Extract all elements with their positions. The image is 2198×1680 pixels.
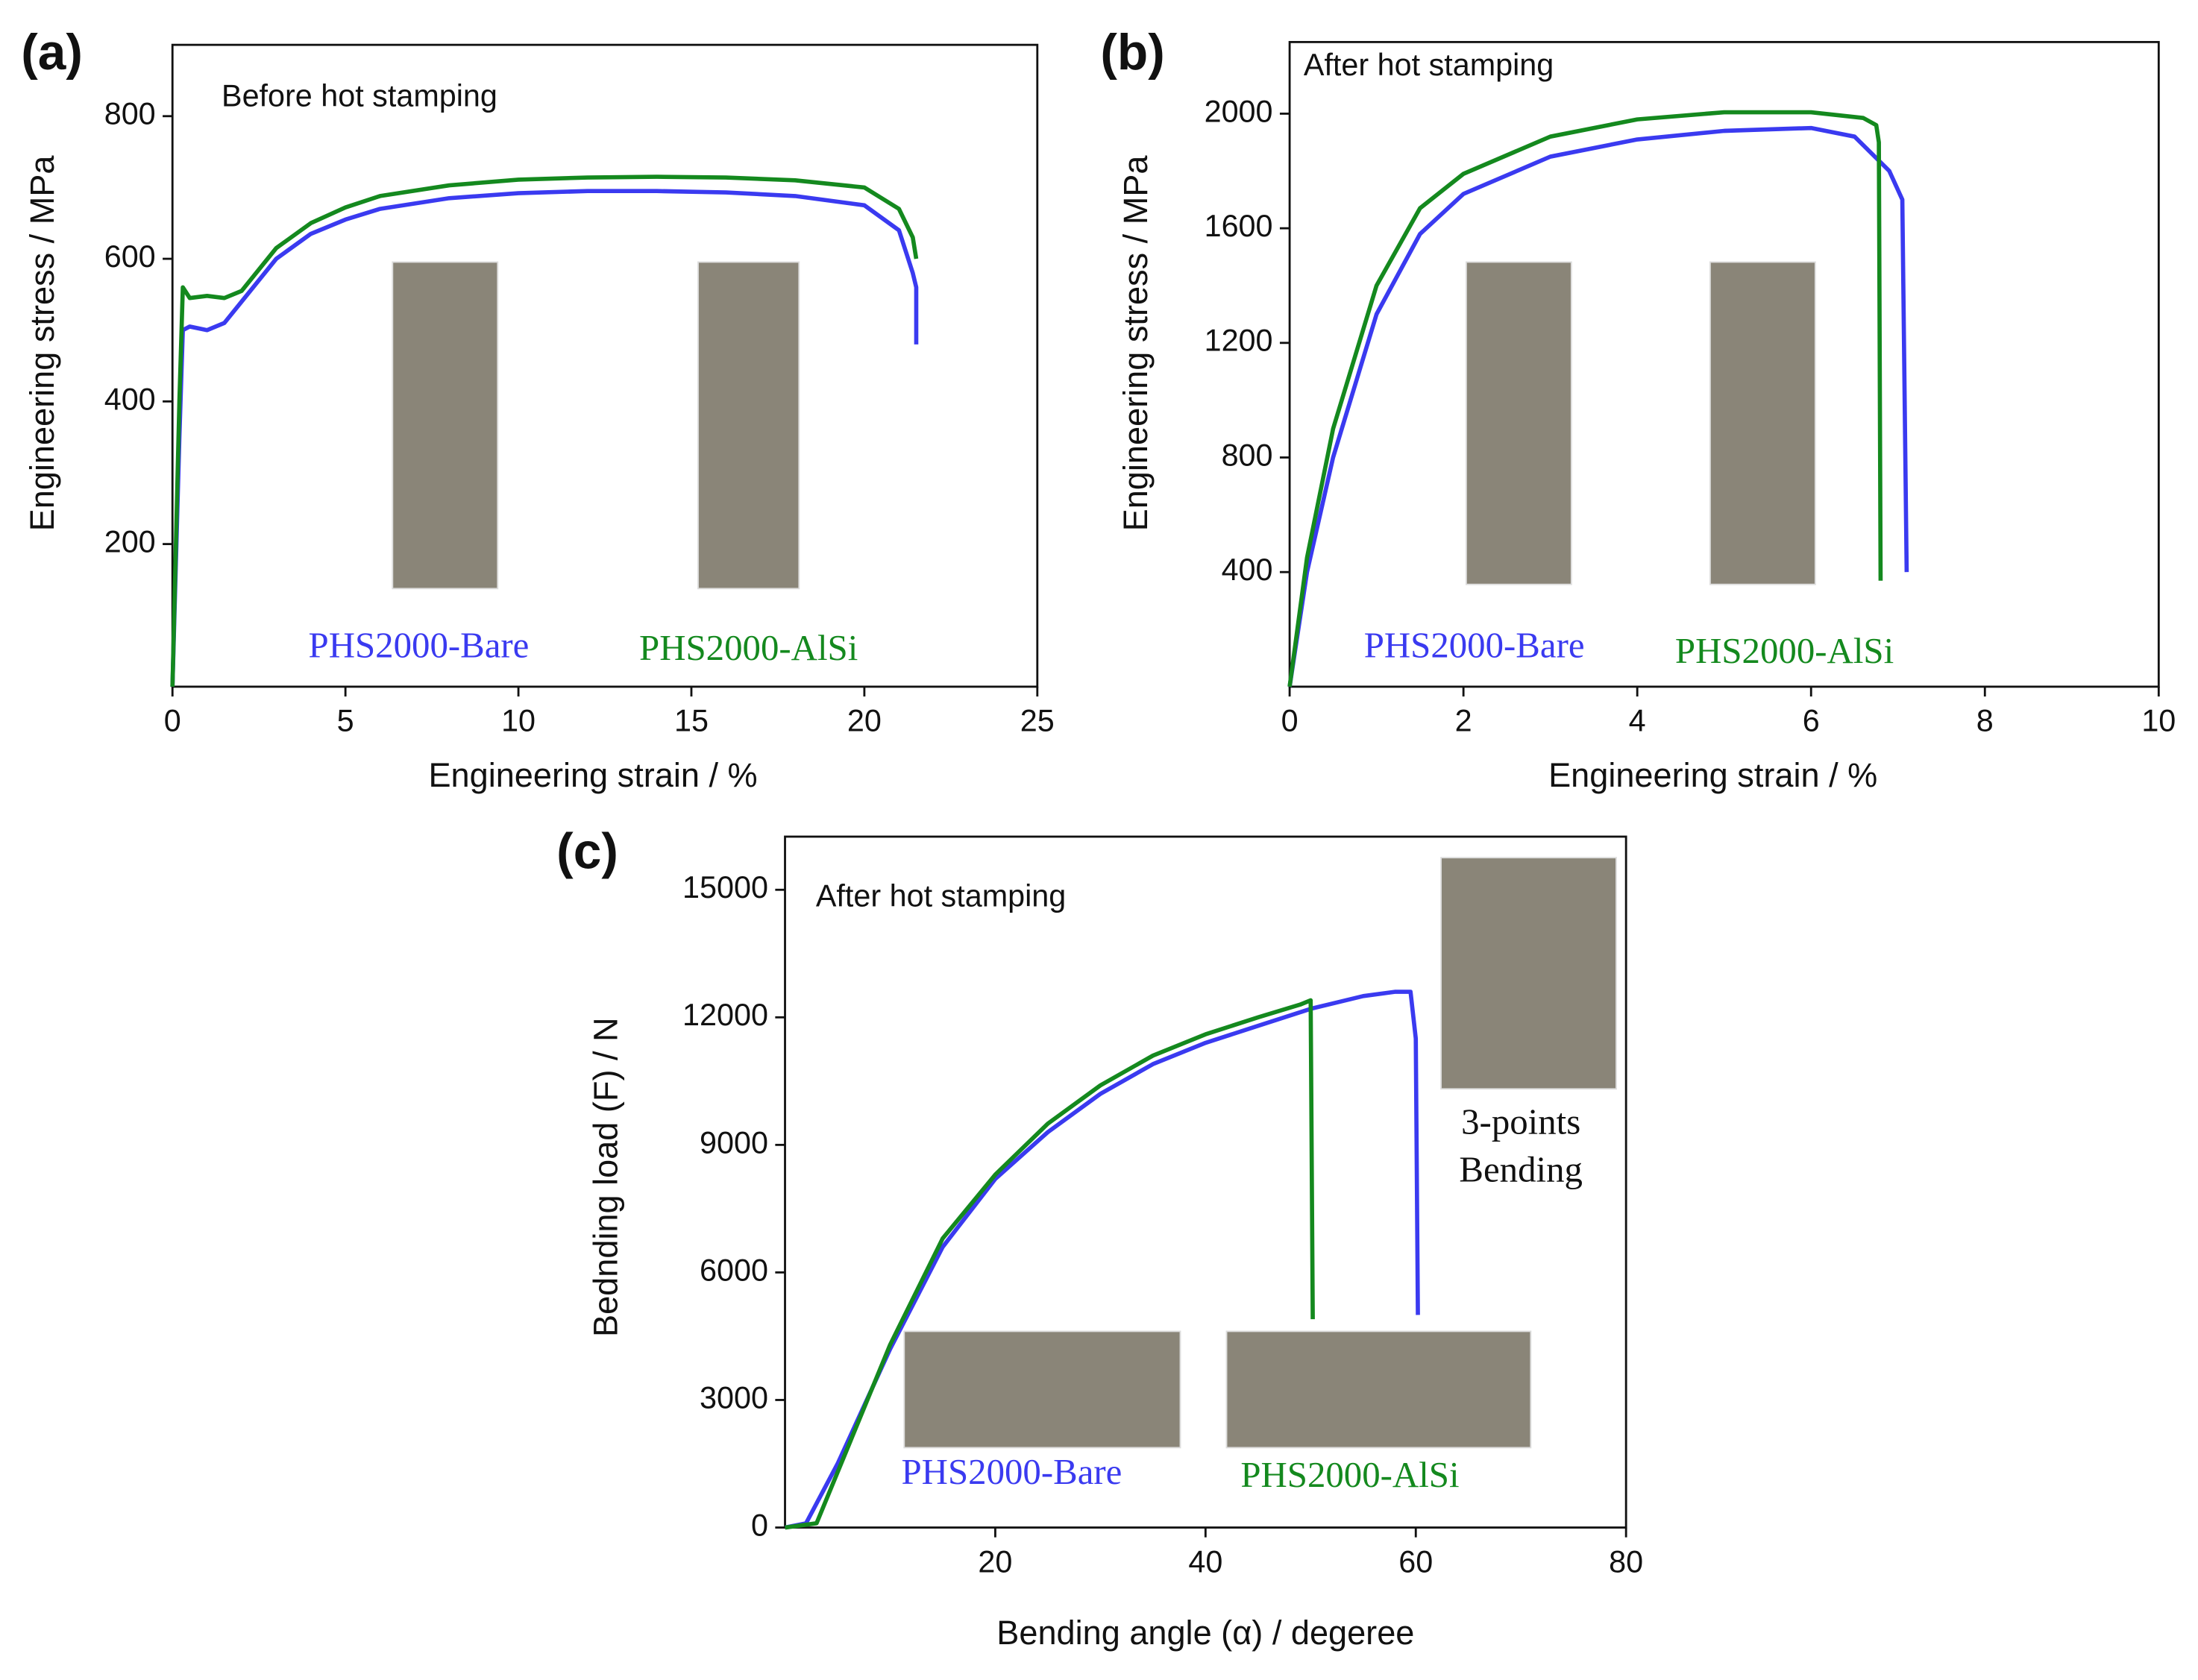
y-axis-label: Engineering stress / MPa [23, 155, 61, 532]
specimen-photo [1709, 261, 1816, 585]
y-tick-label: 2000 [1205, 94, 1273, 128]
chart-title: Before hot stamping [222, 78, 497, 113]
y-tick-label: 1200 [1205, 324, 1273, 358]
series-label: PHS2000-Bare [309, 624, 530, 665]
x-tick-label: 6 [1803, 704, 1820, 738]
y-tick-label: 12000 [682, 998, 768, 1032]
x-tick-label: 8 [1976, 704, 1994, 738]
specimen-photo [1465, 261, 1572, 585]
x-tick-label: 40 [1188, 1544, 1222, 1579]
y-axis-label: Bednding load (F) / N [587, 1017, 625, 1337]
series-label: PHS2000-AlSi [639, 627, 858, 668]
y-tick-label: 0 [751, 1508, 768, 1542]
y-tick-label: 1600 [1205, 209, 1273, 243]
specimen-photo [903, 1330, 1181, 1449]
series-label: PHS2000-AlSi [1240, 1454, 1459, 1495]
y-tick-label: 200 [104, 525, 156, 559]
y-tick-label: 600 [104, 239, 156, 274]
series-line [170, 189, 919, 687]
y-axis-label: Engineering stress / MPa [1117, 155, 1155, 532]
y-tick-label: 6000 [700, 1253, 768, 1287]
x-tick-label: 15 [674, 704, 709, 738]
x-tick-label: 5 [337, 704, 354, 738]
series-label: PHS2000-Bare [1364, 624, 1585, 665]
y-tick-label: 9000 [700, 1125, 768, 1160]
x-axis-label: Engineering strain / % [428, 756, 757, 794]
panel-label: (c) [556, 823, 618, 879]
specimen-photo [1440, 857, 1617, 1090]
plot-frame [1288, 40, 2160, 688]
x-tick-label: 80 [1609, 1544, 1643, 1579]
x-tick-label: 60 [1398, 1544, 1433, 1579]
x-tick-label: 20 [978, 1544, 1012, 1579]
panel-label: (a) [21, 25, 83, 81]
x-tick-label: 0 [1281, 704, 1299, 738]
x-axis-label: Engineering strain / % [1548, 756, 1877, 794]
series-label: PHS2000-AlSi [1675, 630, 1894, 671]
x-tick-label: 4 [1629, 704, 1646, 738]
y-tick-label: 800 [104, 97, 156, 131]
y-tick-label: 800 [1222, 438, 1273, 472]
specimen-photo [1225, 1330, 1532, 1449]
y-tick-label: 400 [1222, 553, 1273, 587]
series-line [1287, 110, 1883, 688]
annotation: Bending [1459, 1148, 1583, 1189]
x-tick-label: 10 [501, 704, 536, 738]
panel-label: (b) [1100, 25, 1164, 81]
y-tick-label: 400 [104, 382, 156, 416]
annotation: 3-points [1461, 1101, 1580, 1142]
chart-title: After hot stamping [816, 879, 1066, 913]
x-tick-label: 2 [1455, 704, 1472, 738]
specimen-photo [392, 261, 499, 590]
x-axis-label: Bending angle (α) / degeree [996, 1614, 1414, 1652]
specimen-photo [697, 261, 800, 590]
y-tick-label: 15000 [682, 870, 768, 905]
y-tick-label: 3000 [700, 1380, 768, 1415]
chart-title: After hot stamping [1304, 48, 1554, 82]
plot-frame [171, 43, 1039, 688]
series-label: PHS2000-Bare [902, 1451, 1122, 1492]
x-tick-label: 0 [164, 704, 181, 738]
series-line [785, 998, 1315, 1530]
x-tick-label: 10 [2141, 704, 2176, 738]
x-tick-label: 20 [847, 704, 882, 738]
x-tick-label: 25 [1020, 704, 1055, 738]
series-line [170, 174, 919, 687]
